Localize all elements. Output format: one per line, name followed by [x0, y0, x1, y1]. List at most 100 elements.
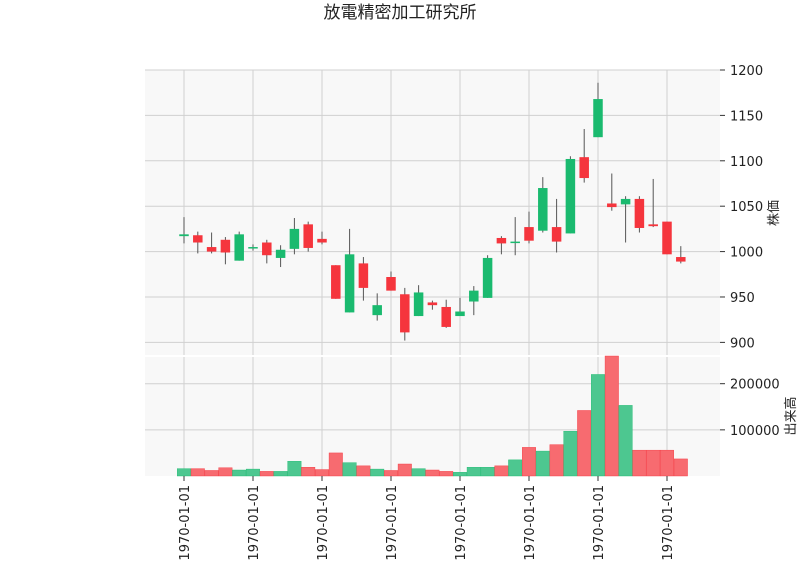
candle-body: [400, 294, 410, 333]
volume-bar: [646, 449, 661, 477]
candle-body: [676, 257, 686, 262]
candle-body: [510, 241, 520, 244]
x-tick-label: 1970-01-01: [385, 485, 400, 561]
candle-body: [372, 305, 382, 316]
candle: [303, 221, 313, 252]
volume-bar: [287, 461, 302, 477]
candle: [455, 297, 465, 317]
volume-bar: [232, 469, 247, 477]
candle: [386, 271, 396, 291]
volume-bar: [563, 431, 578, 477]
volume-axis: 100000 200000: [720, 378, 780, 439]
volume-bar: [397, 463, 412, 477]
volume-bar: [328, 452, 343, 477]
candle: [579, 129, 589, 183]
volume-bar: [315, 469, 329, 477]
candle: [607, 173, 617, 211]
x-tick-label: 1970-01-01: [454, 485, 469, 561]
volume-bar: [480, 467, 495, 477]
candle-body: [455, 311, 465, 317]
candle: [565, 156, 576, 234]
candle-body: [538, 188, 548, 231]
volume-bar: [411, 468, 426, 477]
price-axis-label: 株価: [767, 200, 782, 226]
candle: [551, 198, 562, 253]
price-tick-label: 950: [730, 291, 755, 306]
candle: [248, 244, 258, 251]
candle-body: [441, 306, 451, 327]
volume-bar: [508, 459, 523, 477]
volume-bar: [204, 470, 219, 477]
chart-title: 放電精密加工研究所: [324, 3, 477, 23]
price-axis: 900 950 1000 1050 1100 1150 1200: [720, 64, 763, 351]
candle: [538, 177, 548, 233]
volume-bar: [660, 449, 674, 477]
candle-body: [579, 157, 589, 179]
candle: [372, 293, 382, 321]
volume-bar: [177, 468, 191, 477]
candle: [234, 231, 244, 261]
volume-bar: [425, 469, 440, 477]
volume-bar: [439, 471, 454, 477]
volume-bar: [246, 468, 260, 477]
x-tick-label: 1970-01-01: [661, 485, 676, 561]
candle: [496, 236, 507, 255]
candle: [482, 255, 493, 298]
candle-body: [344, 254, 355, 313]
volume-bar: [673, 458, 688, 477]
volume-bar: [577, 410, 592, 477]
candle-body: [358, 263, 369, 288]
candle: [358, 257, 369, 301]
candle-body: [427, 302, 438, 306]
volume-bar: [356, 465, 371, 477]
candle-body: [206, 247, 217, 252]
price-tick-label: 1150: [730, 109, 763, 124]
volume-bars: [177, 355, 688, 477]
volume-bar: [549, 444, 564, 477]
volume-bar: [259, 471, 274, 477]
candle: [662, 221, 672, 255]
volume-bar: [618, 405, 633, 477]
x-axis: 1970-01-01 1970-01-01 1970-01-01 1970-01-01…: [178, 476, 676, 561]
candle-body: [524, 227, 534, 241]
candle-body: [607, 203, 617, 208]
candle-body: [289, 228, 300, 249]
volume-bar: [453, 472, 467, 477]
x-tick-label: 1970-01-01: [523, 485, 538, 561]
price-tick-label: 1100: [730, 155, 763, 170]
volume-bar: [604, 355, 619, 477]
volume-bar: [632, 449, 647, 477]
candle: [400, 287, 410, 341]
candle: [593, 82, 603, 138]
candle-body: [248, 247, 258, 249]
candle: [262, 239, 272, 264]
volume-bar: [591, 374, 605, 477]
volume-bar: [301, 467, 316, 477]
volume-bar: [522, 447, 536, 477]
candle-body: [620, 198, 631, 205]
volume-axis-label: 出来高: [783, 396, 799, 435]
price-tick-label: 1000: [730, 246, 763, 261]
candle: [193, 231, 203, 254]
candle-body: [386, 277, 396, 291]
candle: [634, 196, 645, 233]
candle: [331, 265, 341, 299]
volume-bar: [370, 468, 385, 477]
volume-tick-label: 100000: [730, 424, 780, 439]
candle-body: [275, 249, 286, 258]
candle: [510, 217, 520, 256]
candle-body: [662, 221, 672, 255]
volume-bar: [218, 467, 233, 477]
price-tick-label: 1050: [730, 200, 763, 215]
candle: [441, 299, 451, 328]
volume-bar: [342, 462, 357, 477]
candle: [344, 228, 355, 313]
price-tick-label: 900: [730, 336, 755, 351]
candle-body: [482, 257, 493, 298]
price-panel-background: [145, 70, 720, 356]
candle-body: [303, 224, 313, 248]
candle-body: [262, 242, 272, 256]
volume-bar: [384, 470, 398, 477]
candle-body: [469, 290, 479, 302]
